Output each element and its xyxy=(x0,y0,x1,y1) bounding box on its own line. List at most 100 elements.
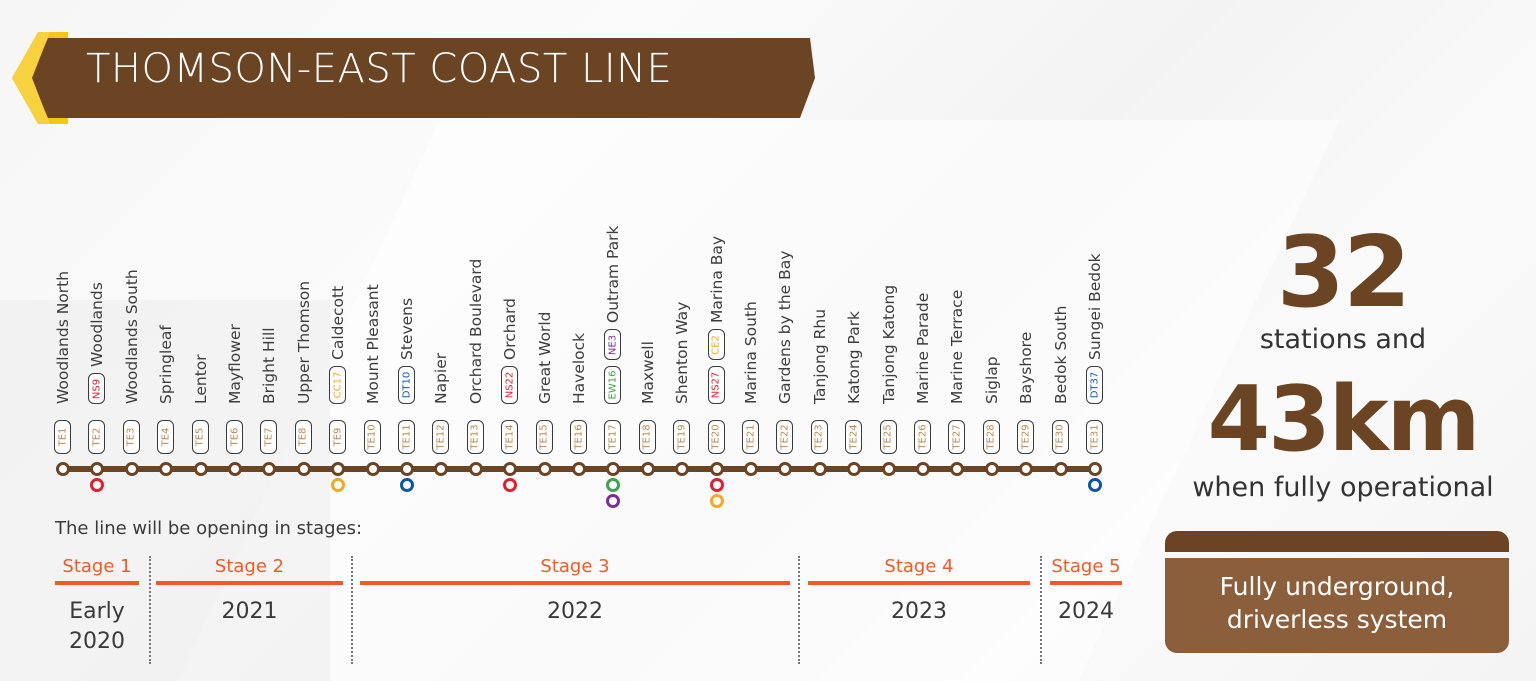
stations-text: stations and xyxy=(1259,324,1427,355)
station-code-badge: TE28 xyxy=(982,420,1000,454)
station-code-badge: TE4 xyxy=(157,420,175,454)
station-code: TE31 xyxy=(1089,424,1100,450)
station-code: TE8 xyxy=(297,427,309,447)
station-node xyxy=(847,462,862,476)
interchange-code: CC17 xyxy=(332,371,344,399)
station-code-badge: TE2 xyxy=(88,420,106,454)
station-code-badge: TE7 xyxy=(260,420,278,454)
station-name: Gardens by the Bay xyxy=(776,250,795,404)
station-code-badge: TE18 xyxy=(638,420,656,454)
station-name: Woodlands xyxy=(88,282,107,367)
station-name: Caldecott xyxy=(329,285,348,360)
station-name: Lentor xyxy=(191,354,210,404)
station-node xyxy=(916,462,930,476)
stage-divider xyxy=(149,556,151,664)
station-node xyxy=(193,462,208,476)
station-name: Mayflower xyxy=(226,324,244,404)
station-node xyxy=(984,462,999,476)
station-name: Outram Park xyxy=(604,225,623,324)
feature-box: Fully underground, driverless system xyxy=(1165,531,1509,653)
interchange-code: NS27 xyxy=(710,371,722,399)
interchange-node xyxy=(90,478,105,492)
station-name: Sungei Bedok xyxy=(1086,253,1104,360)
station-node xyxy=(159,462,174,476)
station-name: Orchard Boulevard xyxy=(466,258,485,404)
interchange-code: DT10 xyxy=(401,371,412,399)
stages-intro: The line will be opening in stages: xyxy=(55,518,363,539)
station-code: TE24 xyxy=(848,424,860,450)
station-code: TE6 xyxy=(229,427,240,447)
feature-text-line1: Fully underground, xyxy=(1219,572,1455,601)
stage-5-rule xyxy=(1050,581,1122,585)
interchange-code: NE3 xyxy=(607,334,619,355)
station-code-badge: TE27 xyxy=(948,420,966,454)
interchange-code: CE2 xyxy=(710,334,722,355)
station-code-badge: TE11 xyxy=(398,420,415,454)
station-name: Great World xyxy=(535,311,554,404)
station-name: Katong Park xyxy=(845,310,864,404)
stage-4-year: 2023 xyxy=(891,599,947,624)
station-name: Marine Parade xyxy=(914,292,932,404)
station-code-badge: TE20 xyxy=(707,420,725,454)
interchange-badge: DT37 xyxy=(1086,366,1103,404)
station-code-badge: TE24 xyxy=(845,420,863,454)
station-code-badge: TE8 xyxy=(294,420,312,454)
stage-3-year: 2022 xyxy=(547,599,603,624)
interchange-code: EW16 xyxy=(607,370,619,400)
station-node xyxy=(881,462,896,476)
station-name: Marina South xyxy=(742,301,760,404)
station-code-badge: TE3 xyxy=(122,420,140,454)
station-code-badge: TE19 xyxy=(673,420,691,454)
station-node xyxy=(572,462,586,476)
station-node xyxy=(812,462,827,476)
station-node xyxy=(400,462,414,476)
stage-5-label: Stage 5 xyxy=(1051,556,1121,577)
station-code: TE27 xyxy=(951,424,963,450)
station-code-badge: TE23 xyxy=(810,420,828,454)
interchange-node xyxy=(709,494,724,508)
feature-text: Fully underground, driverless system xyxy=(1165,558,1509,653)
station-code: TE30 xyxy=(1054,424,1066,450)
station-code-badge: TE15 xyxy=(535,420,553,454)
interchange-badge: NE3 xyxy=(604,329,622,360)
stations-count: 32 xyxy=(1276,216,1411,330)
station-node xyxy=(778,462,793,476)
station-code: TE28 xyxy=(985,424,997,450)
stage-1-rule xyxy=(55,581,139,585)
station-name: Havelock xyxy=(570,332,588,404)
interchange-badge: DT10 xyxy=(398,366,415,404)
interchange-code: DT37 xyxy=(1089,371,1100,399)
station-node xyxy=(503,462,518,476)
station-node xyxy=(331,462,346,476)
interchange-badge: NS27 xyxy=(707,366,725,404)
station-code: TE21 xyxy=(745,424,756,450)
station-code: TE3 xyxy=(125,427,137,447)
interchange-badge: CE2 xyxy=(707,329,725,360)
station-code-badge: TE14 xyxy=(501,420,519,454)
feature-text-line2: driverless system xyxy=(1226,605,1448,634)
station-name: Maxwell xyxy=(638,341,657,404)
station-node xyxy=(709,462,724,476)
station-code: TE17 xyxy=(607,424,619,450)
interchange-node xyxy=(331,478,346,492)
station-name: Siglap xyxy=(982,356,1001,404)
station-code-badge: TE9 xyxy=(329,420,347,454)
stage-3-label: Stage 3 xyxy=(540,556,610,577)
station-name: Tanjong Katong xyxy=(879,284,898,404)
interchange-node xyxy=(1088,478,1102,492)
stage-divider xyxy=(351,556,353,664)
station-code-badge: TE13 xyxy=(466,420,484,454)
banner-shape-icon xyxy=(12,32,815,124)
station-code: TE10 xyxy=(366,424,378,450)
stage-2-year: 2021 xyxy=(221,599,278,624)
station-node xyxy=(1088,462,1102,476)
interchange-node xyxy=(709,478,724,492)
station-code: TE13 xyxy=(469,424,481,450)
interchange-badge: NS9 xyxy=(88,373,106,404)
station-node xyxy=(537,462,552,476)
station-code: TE9 xyxy=(332,427,344,447)
station-node xyxy=(228,462,242,476)
station-node xyxy=(640,462,655,476)
station-code-badge: TE1 xyxy=(54,420,71,454)
interchange-node xyxy=(606,494,621,508)
